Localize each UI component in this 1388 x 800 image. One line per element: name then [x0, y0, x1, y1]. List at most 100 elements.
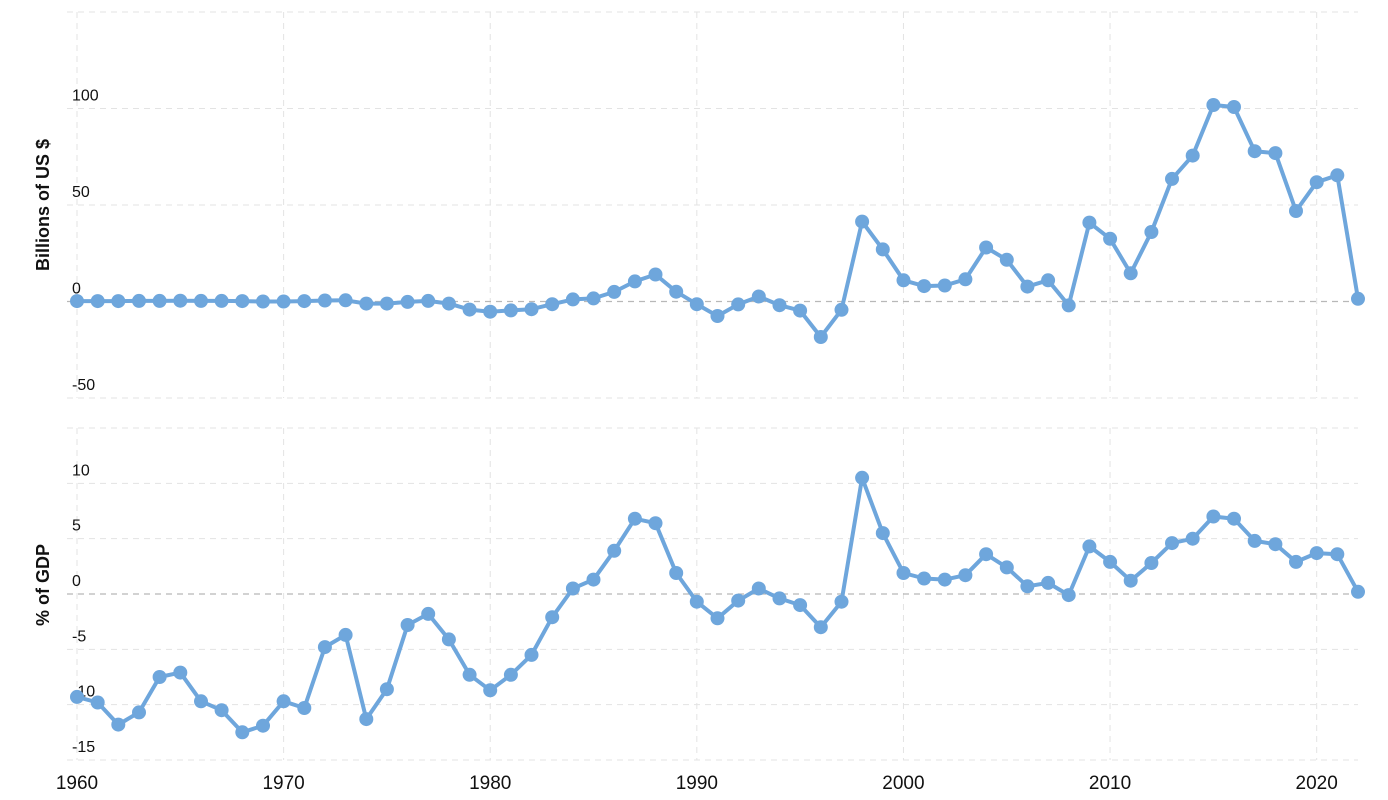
bottom-point-1963: [132, 705, 146, 720]
top-point-1989: [669, 284, 684, 299]
bottom-point-1999: [875, 526, 890, 541]
top-point-2001: [917, 279, 932, 294]
bottom-point-2007: [1041, 575, 1056, 590]
bottom-point-1975: [379, 682, 394, 697]
bottom-point-1969: [256, 718, 270, 733]
bottom-point-1994: [772, 591, 787, 606]
top-point-2010: [1103, 231, 1118, 246]
top-point-1961: [90, 294, 105, 309]
top-panel: -50 0 50 100 Billions of US $: [33, 11, 1365, 399]
top-point-1994: [772, 298, 787, 313]
bottom-point-2010: [1103, 554, 1118, 569]
top-point-1973: [338, 293, 353, 308]
bottom-y-tick-label: 5: [72, 518, 81, 535]
top-point-1984: [565, 292, 580, 307]
top-point-2004: [979, 240, 994, 255]
bottom-point-1978: [441, 632, 456, 647]
top-point-1972: [317, 293, 332, 308]
top-point-1967: [214, 293, 229, 308]
top-point-1995: [793, 303, 808, 318]
x-tick-label-2020: 2020: [1296, 773, 1338, 794]
top-point-2007: [1041, 273, 1056, 288]
bottom-point-1968: [235, 725, 250, 740]
bottom-y-tick-label: -15: [72, 739, 95, 756]
top-y-tick-label: 100: [72, 88, 99, 105]
top-point-1988: [648, 267, 663, 282]
bottom-point-2015: [1206, 509, 1221, 524]
top-y-ticks: -50 0 50 100: [72, 88, 99, 395]
bottom-point-2008: [1061, 588, 1076, 603]
top-point-2019: [1289, 204, 1303, 218]
top-point-1982: [524, 302, 539, 317]
bottom-point-1973: [338, 627, 353, 642]
bottom-point-2002: [937, 572, 952, 587]
bottom-point-1970: [276, 694, 291, 709]
top-point-2011: [1123, 266, 1138, 281]
bottom-point-1983: [545, 610, 560, 625]
x-tick-label-2000: 2000: [882, 773, 924, 794]
bottom-point-1990: [689, 594, 704, 609]
top-point-1976: [400, 294, 415, 309]
top-point-1962: [111, 294, 126, 309]
bottom-point-2005: [999, 560, 1014, 575]
bottom-point-2021: [1330, 547, 1345, 562]
bottom-point-1961: [90, 695, 105, 710]
top-series: [70, 98, 1365, 344]
bottom-point-1997: [834, 594, 849, 609]
x-tick-label-1980: 1980: [469, 773, 511, 794]
top-point-1985: [586, 291, 601, 306]
top-point-2018: [1268, 146, 1283, 161]
bottom-grid: [67, 427, 1358, 761]
top-point-1974: [359, 296, 374, 311]
top-point-2013: [1165, 171, 1179, 186]
bottom-point-1979: [462, 667, 477, 682]
top-point-1992: [731, 297, 746, 312]
bottom-point-2014: [1185, 531, 1200, 546]
bottom-point-1967: [214, 703, 229, 718]
top-point-1966: [194, 293, 208, 308]
bottom-point-2017: [1247, 533, 1262, 548]
bottom-point-1987: [627, 511, 642, 526]
top-point-1964: [152, 293, 167, 308]
x-tick-label-1990: 1990: [676, 773, 718, 794]
bottom-point-2019: [1289, 554, 1303, 569]
top-point-1996: [813, 330, 828, 344]
top-point-1977: [421, 293, 436, 308]
top-point-1981: [503, 303, 518, 318]
bottom-point-2013: [1165, 536, 1179, 551]
bottom-point-1981: [503, 667, 518, 682]
bottom-y-tick-label: 0: [72, 573, 81, 590]
bottom-series: [70, 470, 1365, 740]
bottom-point-1991: [710, 611, 725, 626]
bottom-point-1966: [194, 694, 208, 709]
top-point-2000: [896, 273, 911, 288]
top-point-2022: [1351, 291, 1365, 306]
top-point-1978: [441, 296, 456, 311]
top-point-1971: [297, 294, 312, 309]
bottom-point-1960: [70, 689, 84, 704]
bottom-point-1982: [524, 647, 539, 662]
bottom-point-1972: [317, 640, 332, 655]
top-point-2015: [1206, 98, 1221, 112]
bottom-point-2004: [979, 547, 994, 562]
bottom-series-line: [75, 475, 1360, 735]
bottom-point-1988: [648, 516, 663, 531]
bottom-point-2011: [1123, 573, 1138, 588]
top-y-tick-label: 0: [72, 281, 81, 298]
bottom-point-1996: [813, 620, 828, 635]
top-point-1987: [627, 274, 642, 289]
top-point-1975: [379, 296, 394, 311]
top-point-2002: [937, 278, 952, 293]
top-point-1999: [875, 242, 890, 257]
bottom-point-1998: [855, 470, 870, 485]
top-point-1979: [462, 302, 477, 317]
top-point-2014: [1185, 148, 1200, 163]
bottom-y-tick-label: -5: [72, 628, 86, 645]
top-point-2008: [1061, 298, 1076, 313]
bottom-point-2009: [1082, 539, 1097, 554]
bottom-point-2003: [958, 568, 973, 583]
bottom-point-1971: [297, 701, 312, 715]
top-point-2020: [1309, 175, 1324, 190]
top-point-2021: [1330, 168, 1345, 183]
top-point-1998: [855, 214, 870, 229]
